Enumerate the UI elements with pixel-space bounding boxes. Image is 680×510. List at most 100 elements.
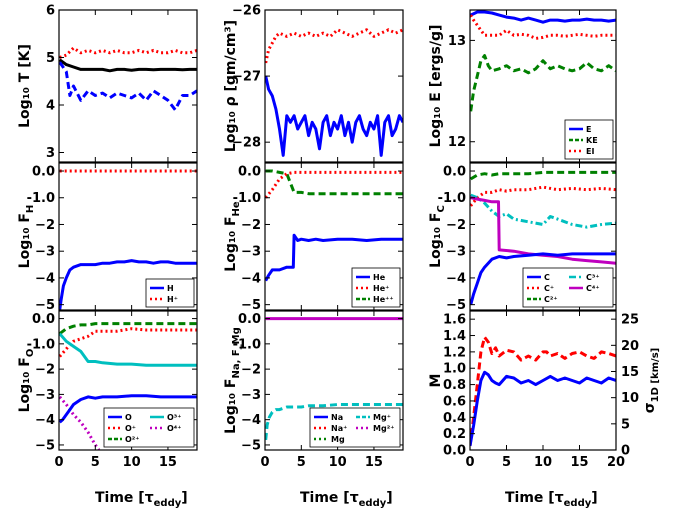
xtick-label-p20: 15 xyxy=(159,455,177,470)
series-p02-KE xyxy=(470,54,616,112)
panel-p00: 3 4 5 6 Log₁₀ T [K] xyxy=(17,4,198,163)
series-p21-Mg+ xyxy=(265,403,403,441)
ytick-label-p20: 0.0 xyxy=(32,312,55,327)
ytick-label-p20: −5 xyxy=(35,438,55,453)
ylabel-p21: Log₁₀ FNa, F_Mg xyxy=(223,327,242,434)
xlabel-2: Time [τeddy] xyxy=(505,490,598,509)
xtick-label-p21: 5 xyxy=(297,455,306,470)
panel-p10: −5 −4 −3 −2 -1.0 0.0 Log₁₀ FH H H⁺ xyxy=(17,162,198,313)
ytick-label-p12: 0.0 xyxy=(443,165,466,180)
series-p20-O2+ xyxy=(59,322,197,335)
ylabel-p01: Log₁₀ ρ [gm/cm³] xyxy=(223,20,239,152)
xtick-label-p22: 0 xyxy=(465,455,474,470)
ytick-label-p21: −5 xyxy=(241,438,261,453)
ytick-label-p22: 0.6 xyxy=(443,394,466,409)
legend-label-p12: C⁴⁺ xyxy=(586,284,600,293)
axes-frame-p00 xyxy=(58,9,198,163)
series-p11-He++ xyxy=(265,169,403,196)
series-group-p01 xyxy=(265,28,403,157)
legend-box-p10 xyxy=(145,278,195,308)
ytick-label-p22: 0.2 xyxy=(443,427,466,442)
ytick-label-p00: 4 xyxy=(46,99,55,114)
ytick-label-p22: 1.6 xyxy=(443,313,466,328)
panel-p20: −5 −4 −3 −2 -1.0 0.0 0 5 10 15 Log₁₀ FO O O³⁺ O⁺ O⁴⁺ O²… xyxy=(17,310,198,470)
series-p00-T2 xyxy=(59,58,197,73)
series-p00-T1 xyxy=(59,46,197,59)
ytick-label-p01: −27 xyxy=(232,70,261,85)
ytick-label-p12: −3 xyxy=(446,245,466,260)
xtick-label-p22: 10 xyxy=(534,455,552,470)
series-p02-E xyxy=(470,10,616,24)
ytick-right-label-p22: 20 xyxy=(621,339,639,354)
legend-label-p21: Mg⁺ xyxy=(373,413,391,422)
legend-label-p21: Mg²⁺ xyxy=(373,424,394,433)
legend-label-p02: KE xyxy=(586,136,598,145)
legend-label-p12: C xyxy=(544,273,550,282)
axes-frame-p11 xyxy=(264,162,404,311)
x-axis-title-col-0: Time [τeddy] xyxy=(95,490,188,509)
axes-frame-p21 xyxy=(264,310,404,451)
ytick-label-p11: 0.0 xyxy=(238,165,261,180)
xtick-label-p21: 15 xyxy=(365,455,383,470)
ylabel-p22: M xyxy=(428,374,444,388)
ytick-label-p22: 0.4 xyxy=(443,411,466,426)
ytick-right-label-p22: 25 xyxy=(621,313,639,328)
legend-label-p20: O xyxy=(125,413,132,422)
ytick-label-p12: −2 xyxy=(446,218,466,233)
series-p00-T3 xyxy=(59,61,197,112)
series-p22-sigma xyxy=(470,335,616,447)
series-p01-rho2 xyxy=(265,75,403,157)
ytick-label-p01: −26 xyxy=(232,4,261,19)
legend-p10: H H⁺ xyxy=(145,278,195,308)
ytick-label-p10: −4 xyxy=(35,271,55,286)
series-p12-C+ xyxy=(470,185,616,207)
x-axis-title-col-2: Time [τeddy] xyxy=(505,490,598,509)
series-p12-C2+ xyxy=(470,170,616,181)
ytick-label-p00: 3 xyxy=(46,146,55,161)
legend-label-p21: Na xyxy=(331,413,343,422)
xtick-label-p22: 15 xyxy=(570,455,588,470)
ytick-label-p20: −4 xyxy=(35,413,55,428)
ylabel-p20: Log₁₀ FO xyxy=(17,349,36,413)
ylabel-right-p22: σ1D [km/s] xyxy=(642,348,661,413)
ytick-label-p22: 0.0 xyxy=(443,444,466,459)
legend-label-p20: O²⁺ xyxy=(125,435,140,444)
legend-label-p11: He⁺ xyxy=(373,284,389,293)
legend-label-p11: He xyxy=(373,273,386,282)
ytick-label-p21: 0.0 xyxy=(238,312,261,327)
ytick-label-p10: −3 xyxy=(35,245,55,260)
ytick-label-p10: -1.0 xyxy=(27,191,55,206)
legend-label-p21: Na⁺ xyxy=(331,424,347,433)
series-group-p11 xyxy=(265,169,403,282)
panel-p02: 12 13 Log₁₀ E [ergs/g] E KE EI xyxy=(428,9,617,163)
ytick-label-p22: 1.0 xyxy=(443,362,466,377)
xlabel-1: Time [τeddy] xyxy=(300,490,393,509)
legend-label-p10: H⁺ xyxy=(167,295,178,304)
ylabel-p00: Log₁₀ T [K] xyxy=(17,44,33,128)
legend-label-p20: O⁴⁺ xyxy=(167,424,182,433)
legend-label-p12: C³⁺ xyxy=(586,273,600,282)
ytick-label-p00: 6 xyxy=(46,4,55,19)
ytick-label-p02: 12 xyxy=(448,135,466,150)
ytick-label-p21: -1.0 xyxy=(233,337,261,352)
axes-frame-p20 xyxy=(58,310,198,451)
ytick-label-p11: -1.0 xyxy=(233,191,261,206)
legend-label-p02: EI xyxy=(586,147,594,156)
ytick-label-p11: −3 xyxy=(241,245,261,260)
ytick-label-p21: −2 xyxy=(241,363,261,378)
series-group-p22 xyxy=(470,335,616,447)
panel-p21: −5 −4 −3 −2 -1.0 0.0 0 5 10 15 Log₁₀ FNa, F_Mg Na Mg… xyxy=(223,310,404,470)
series-group-p00 xyxy=(59,46,197,112)
ytick-label-p20: -1.0 xyxy=(27,337,55,352)
xtick-label-p21: 0 xyxy=(260,455,269,470)
ytick-label-p21: −3 xyxy=(241,388,261,403)
ytick-label-p22: 1.4 xyxy=(443,329,466,344)
xtick-label-p21: 10 xyxy=(329,455,347,470)
ytick-label-p11: −4 xyxy=(241,271,261,286)
series-group-p12 xyxy=(470,170,616,306)
legend-label-p10: H xyxy=(167,284,174,293)
ytick-label-p11: −2 xyxy=(241,218,261,233)
